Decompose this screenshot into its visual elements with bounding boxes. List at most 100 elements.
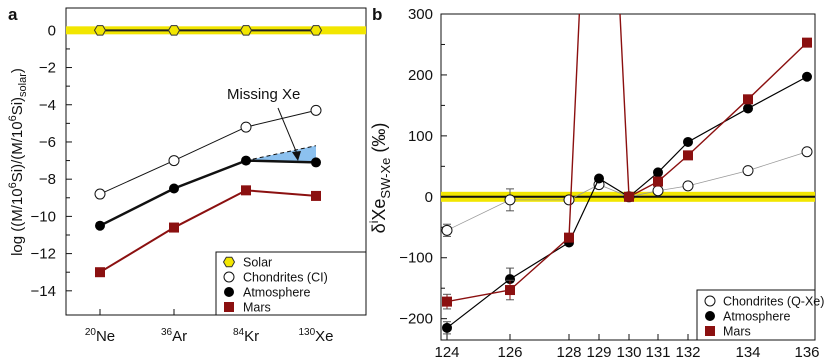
data-point [169, 222, 179, 233]
legend-marker [705, 326, 715, 336]
x-tick-label: 132 [675, 344, 700, 357]
legend-box [696, 289, 816, 341]
data-point [94, 188, 106, 200]
y-tick-label: 100 [408, 128, 433, 145]
data-point [564, 232, 574, 243]
x-tick-label: 129 [586, 344, 611, 357]
x-tick-label: 136 [794, 344, 819, 357]
legend-marker [705, 311, 715, 321]
data-point [311, 157, 321, 168]
data-point [743, 94, 753, 105]
data-point [95, 267, 105, 278]
data-point [442, 322, 452, 333]
y-tick-label: 0 [425, 189, 433, 206]
x-tick-label: 36Ar [161, 327, 187, 345]
data-point [683, 136, 693, 147]
y-tick-label: −8 [39, 171, 56, 188]
data-point [802, 71, 812, 82]
series-line [99, 189, 317, 274]
data-point [742, 165, 754, 177]
legend-marker [224, 287, 234, 297]
data-point [563, 194, 575, 206]
missing-xe-arrowhead [292, 151, 301, 161]
legend-marker [224, 302, 234, 312]
panel-a-y-axis: 0 −2 −4 −6 −8 −10 −12 −14 [31, 22, 72, 300]
legend-label: Chondrites (Q-Xe) [723, 295, 824, 309]
x-tick-label: 126 [497, 344, 522, 357]
y-tick-label: 0 [48, 22, 56, 39]
x-tick-label: 84Kr [233, 327, 259, 345]
legend-marker [223, 271, 235, 283]
series-line [446, 14, 808, 303]
legend-label: Atmosphere [723, 310, 790, 324]
legend-label: Atmosphere [243, 286, 310, 300]
data-point [240, 121, 252, 133]
missing-xe-arrow [277, 107, 299, 157]
legend-label: Mars [723, 325, 751, 339]
series-line [99, 159, 317, 227]
data-point [441, 224, 453, 236]
series-line [99, 109, 317, 195]
x-tick-label: 130 [616, 344, 641, 357]
data-point [743, 103, 753, 114]
y-tick-label: 300 [408, 6, 433, 23]
x-tick-label: 128 [556, 344, 581, 357]
panel-b-label: b [372, 5, 382, 24]
data-point [239, 25, 253, 36]
data-point [169, 183, 179, 194]
y-tick-label: −10 [31, 208, 56, 225]
legend-label: Solar [243, 256, 272, 270]
data-point [167, 25, 181, 36]
y-tick-label: 200 [408, 67, 433, 84]
missing-xe-annotation: Missing Xe [227, 86, 300, 103]
missing-xe-dashed-line [245, 145, 317, 162]
y-tick-label: −200 [399, 311, 433, 328]
data-point [95, 220, 105, 231]
panel-b-series [441, 14, 813, 335]
panel-b-y-axis-label: δiXeSW-Xe (‰) [367, 123, 393, 234]
panel-b-x-axis: 124 126 128 129 130 131 132 134 136 [434, 334, 820, 357]
panel-b-y-axis: 300 200 100 0 −100 −200 [399, 6, 447, 328]
panel-a-x-axis: 20Ne 36Ar 84Kr 130Xe [85, 309, 334, 345]
panel-a-series [66, 25, 366, 278]
data-point [504, 194, 516, 206]
x-tick-label: 130Xe [298, 327, 333, 345]
y-tick-label: −100 [399, 250, 433, 267]
x-tick-label: 124 [434, 344, 459, 357]
data-point [624, 191, 634, 202]
data-point [801, 146, 813, 158]
data-point [505, 274, 515, 285]
data-point [505, 285, 515, 296]
data-point [93, 25, 107, 36]
x-tick-label: 20Ne [85, 327, 115, 345]
data-point [682, 180, 694, 192]
x-tick-label: 134 [735, 344, 760, 357]
data-point [802, 37, 812, 48]
panel-a-label: a [8, 5, 18, 24]
data-point [168, 155, 180, 167]
y-tick-label: −2 [39, 60, 56, 77]
data-point [311, 190, 321, 201]
legend-label: Mars [243, 301, 271, 315]
panel-b-frame [440, 13, 816, 341]
data-point [683, 150, 693, 161]
legend-label: Chondrites (CI) [243, 271, 328, 285]
y-tick-label: −4 [39, 97, 56, 114]
data-point [653, 167, 663, 178]
panel-a-y-axis-label: log ((M/106Si)/(M/106Si)solar) [7, 68, 29, 256]
legend-marker [222, 256, 236, 268]
data-point [309, 25, 323, 36]
data-point [241, 155, 251, 166]
data-point [652, 185, 664, 197]
data-point [594, 173, 604, 184]
y-tick-label: −6 [39, 134, 56, 151]
panel-a: a 0 −2 −4 −6 −8 −10 −12 −14 20Ne 36Ar 84Kr 130Xe l… [7, 5, 367, 345]
y-tick-label: −12 [31, 246, 56, 263]
data-point [310, 104, 322, 116]
data-point [653, 176, 663, 187]
x-tick-label: 131 [645, 344, 670, 357]
y-tick-label: −14 [31, 283, 56, 300]
